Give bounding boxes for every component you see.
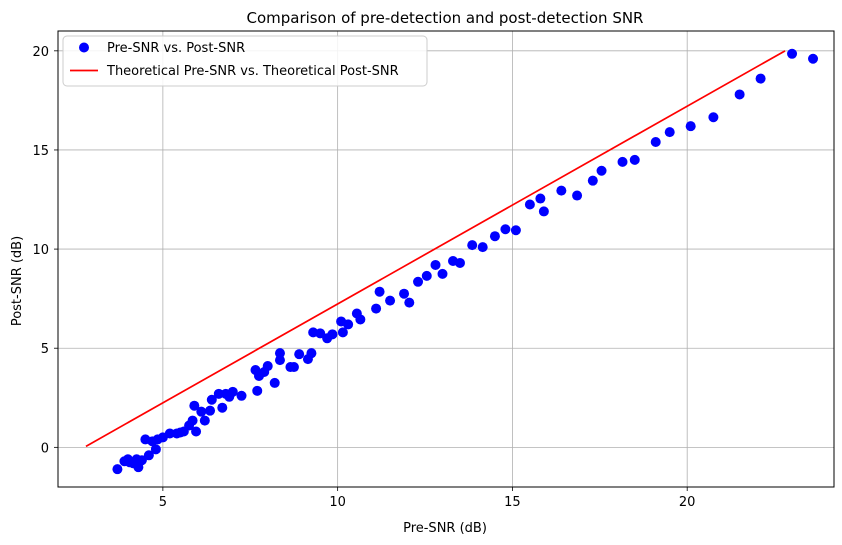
scatter-point xyxy=(572,190,583,201)
scatter-point xyxy=(143,450,154,461)
scatter-point xyxy=(274,348,285,359)
y-tick-label: 5 xyxy=(41,342,49,357)
scatter-point xyxy=(535,193,546,204)
y-tick-label: 20 xyxy=(32,45,49,60)
scatter-point xyxy=(421,270,432,281)
scatter-point xyxy=(664,127,675,138)
x-tick-label: 20 xyxy=(679,495,696,510)
y-tick-label: 15 xyxy=(32,144,49,159)
scatter-point xyxy=(755,73,766,84)
scatter-point xyxy=(150,444,161,455)
chart-title: Comparison of pre-detection and post-det… xyxy=(247,9,644,27)
y-tick-label: 10 xyxy=(32,243,49,258)
scatter-point xyxy=(524,199,535,210)
scatter-point xyxy=(288,362,299,373)
scatter-point xyxy=(454,257,465,268)
scatter-point xyxy=(371,303,382,314)
scatter-point xyxy=(489,231,500,242)
scatter-point xyxy=(734,89,745,100)
scatter-point xyxy=(294,349,305,360)
legend-marker-scatter xyxy=(79,42,89,53)
scatter-point xyxy=(269,377,280,388)
scatter-point xyxy=(217,402,228,413)
theoretical-line-series xyxy=(85,50,786,448)
scatter-point xyxy=(787,48,798,59)
scatter-point xyxy=(262,361,273,372)
scatter-series xyxy=(112,48,819,475)
x-axis-label: Pre-SNR (dB) xyxy=(403,521,487,536)
scatter-point xyxy=(187,415,198,426)
legend-box xyxy=(62,35,428,87)
scatter-point xyxy=(327,329,338,340)
scatter-point xyxy=(355,314,366,325)
scatter-point xyxy=(274,355,285,366)
legend-label-line: Theoretical Pre-SNR vs. Theoretical Post… xyxy=(106,64,399,79)
scatter-point xyxy=(191,426,202,437)
scatter-point xyxy=(374,286,385,297)
scatter-point xyxy=(164,428,175,439)
x-axis-ticks: 5 10 15 20 xyxy=(159,487,696,510)
y-axis-ticks: 0 5 10 15 20 xyxy=(32,45,58,456)
scatter-point xyxy=(236,390,247,401)
scatter-point xyxy=(196,406,207,417)
scatter-point xyxy=(477,242,488,253)
x-tick-label: 5 xyxy=(159,495,167,510)
scatter-point xyxy=(650,137,661,148)
scatter-point xyxy=(206,394,217,405)
scatter-point xyxy=(136,455,147,466)
scatter-point xyxy=(205,405,216,416)
scatter-point xyxy=(629,154,640,165)
scatter-point xyxy=(556,185,567,196)
scatter-point xyxy=(343,319,354,330)
scatter-point xyxy=(404,297,415,308)
scatter-point xyxy=(199,415,210,426)
scatter-point xyxy=(213,388,224,399)
scatter-point xyxy=(708,112,719,123)
theoretical-line xyxy=(85,50,786,448)
y-axis-label: Post-SNR (dB) xyxy=(10,236,25,326)
scatter-point xyxy=(112,464,123,475)
scatter-point xyxy=(467,240,478,251)
scatter-point xyxy=(587,175,598,186)
scatter-point xyxy=(315,328,326,339)
scatter-point xyxy=(430,259,441,270)
scatter-point xyxy=(227,386,238,397)
scatter-point xyxy=(538,206,549,217)
scatter-point xyxy=(685,121,696,132)
scatter-point xyxy=(306,348,317,359)
legend-label-scatter: Pre-SNR vs. Post-SNR xyxy=(107,41,245,56)
scatter-point xyxy=(510,225,521,236)
scatter-point xyxy=(252,385,263,396)
scatter-point xyxy=(500,224,511,235)
x-tick-label: 10 xyxy=(329,495,346,510)
scatter-point xyxy=(617,156,628,167)
x-tick-label: 15 xyxy=(504,495,521,510)
legend: Pre-SNR vs. Post-SNR Theoretical Pre-SNR… xyxy=(62,35,428,87)
scatter-point xyxy=(189,400,200,411)
scatter-point xyxy=(413,276,424,287)
y-tick-label: 0 xyxy=(41,441,49,456)
scatter-point xyxy=(399,288,410,299)
scatter-point xyxy=(437,268,448,279)
scatter-point xyxy=(337,327,348,338)
scatter-point xyxy=(808,53,819,64)
plot-area-frame xyxy=(57,30,835,488)
scatter-point xyxy=(596,165,607,176)
scatter-point xyxy=(385,295,396,306)
